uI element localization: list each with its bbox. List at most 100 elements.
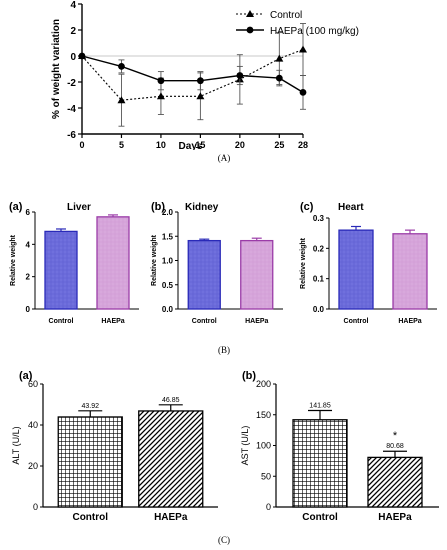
bar-control: [57, 416, 123, 508]
x-category-label: Control: [302, 512, 338, 523]
y-tick-label: 4: [70, 0, 76, 11]
bar-control: [187, 239, 221, 310]
legend-marker-haepa: [246, 26, 254, 34]
x-tick-label: 0: [79, 140, 84, 150]
liver-bar-chart: (a) Liver 0 2 4 6 Relative weight Control HAEPa: [9, 201, 139, 325]
kidney-bar-chart: (b) Kidney 0.0 0.5 1.0 1.5 2.0 Relative weight C…: [151, 201, 283, 325]
data-value-label: 80.68: [386, 443, 404, 450]
y-axis-label: Relative weight: [10, 234, 17, 286]
weight-variation-line-chart: -6 -4 -2 0 2 4 0 5 10 15 20 25 28 Days % of weight var…: [51, 0, 359, 150]
y-axis-label: % of weight variation: [51, 19, 62, 119]
y-tick-label: 2: [70, 26, 76, 37]
control-point: [196, 92, 205, 100]
panel-label: (a): [19, 370, 33, 382]
haepa-point: [299, 89, 307, 96]
y-tick-label: -2: [67, 78, 76, 89]
caption-b: (B): [218, 345, 230, 355]
data-value-label: 141.85: [309, 403, 331, 410]
y-tick-label: 4: [26, 240, 31, 249]
y-tick-label: 0.3: [313, 214, 325, 223]
bar-control: [44, 230, 78, 310]
y-axis-label: Relative weight: [300, 237, 307, 289]
y-tick-label: 0.2: [313, 244, 325, 253]
caption-c: (C): [218, 535, 230, 545]
caption-a: (A): [217, 153, 231, 163]
y-tick-label: 1.0: [162, 257, 174, 266]
y-axis-label: AST (U/L): [240, 426, 250, 466]
y-tick-label: 0.1: [313, 275, 325, 284]
x-tick-label: 10: [156, 140, 166, 150]
y-tick-label: 100: [256, 441, 271, 451]
bar-haepa: [240, 239, 274, 310]
bar-haepa: [138, 410, 204, 508]
x-tick-label: 28: [298, 140, 308, 150]
bar-control: [338, 229, 374, 310]
haepa-point: [275, 74, 283, 82]
x-category-label: HAEPa: [245, 318, 268, 325]
x-category-label: Control: [344, 318, 369, 325]
y-tick-label: 2.0: [162, 208, 174, 217]
y-tick-label: 20: [28, 461, 38, 471]
x-tick-label: 15: [195, 140, 205, 150]
series-line-control: [81, 48, 304, 101]
bar-haepa: [392, 233, 428, 310]
panel-label: (c): [300, 201, 314, 213]
x-category-label: HAEPa: [154, 512, 188, 523]
x-category-label: HAEPa: [101, 318, 124, 325]
x-tick-label: 5: [119, 140, 124, 150]
y-tick-label: 150: [256, 410, 271, 420]
y-tick-label: 40: [28, 420, 38, 430]
panel-label: (b): [151, 201, 165, 213]
control-point: [299, 45, 307, 53]
haepa-point: [236, 72, 244, 79]
x-axis-label: Days: [179, 141, 203, 150]
haepa-point: [196, 77, 204, 85]
significance-marker: *: [393, 430, 398, 442]
y-tick-label: 0: [266, 502, 271, 512]
y-tick-label: 0: [26, 305, 31, 314]
legend-marker-control: [246, 10, 254, 17]
data-value-label: 46.85: [162, 397, 180, 404]
y-tick-label: -6: [67, 130, 76, 141]
x-tick-label: 25: [274, 140, 284, 150]
legend-label-control: Control: [270, 10, 302, 21]
bar-haepa: [367, 456, 423, 508]
y-tick-label: 60: [28, 379, 38, 389]
haepa-point: [118, 63, 125, 70]
y-tick-label: 0.0: [162, 305, 174, 314]
y-tick-label: 200: [256, 379, 271, 389]
y-tick-label: 1.5: [162, 232, 174, 241]
y-tick-label: 50: [261, 471, 271, 481]
series-line-haepa: [81, 55, 304, 93]
x-tick-label: 20: [235, 140, 245, 150]
control-point: [117, 96, 126, 104]
y-tick-label: 0.0: [313, 305, 325, 314]
y-tick-label: 2: [26, 273, 31, 282]
x-category-label: Control: [49, 318, 74, 325]
x-category-label: HAEPa: [378, 512, 412, 523]
control-point: [275, 54, 284, 62]
bar-haepa: [96, 216, 130, 310]
panel-title: Kidney: [185, 202, 219, 213]
y-tick-label: 6: [26, 208, 31, 217]
haepa-point: [157, 77, 165, 85]
x-category-label: Control: [192, 318, 217, 325]
x-category-label: Control: [72, 512, 108, 523]
y-tick-label: 0: [70, 52, 76, 63]
y-tick-label: -4: [67, 104, 76, 115]
ast-bar-chart: (b) 0 50 100 150 200 AST (U/L) 141.85 Control 80.…: [240, 370, 439, 523]
x-category-label: HAEPa: [398, 318, 421, 325]
legend-label-haepa: HAEPa (100 mg/kg): [270, 26, 359, 37]
bar-control: [292, 419, 348, 508]
panel-label: (a): [9, 201, 23, 213]
y-tick-label: 0.5: [162, 281, 174, 290]
control-point: [156, 92, 165, 100]
panel-label: (b): [242, 370, 256, 382]
y-tick-label: 0: [33, 502, 38, 512]
data-value-label: 43.92: [81, 403, 99, 410]
panel-title: Heart: [338, 202, 364, 213]
alt-bar-chart: (a) 0 20 40 60 ALT (U/L) 43.92 Control 46.85 HAEP…: [11, 370, 218, 523]
heart-bar-chart: (c) Heart 0.0 0.1 0.2 0.3 Relative weight Contr…: [300, 201, 437, 325]
y-axis-label: Relative weight: [151, 234, 158, 286]
panel-title: Liver: [67, 202, 91, 213]
